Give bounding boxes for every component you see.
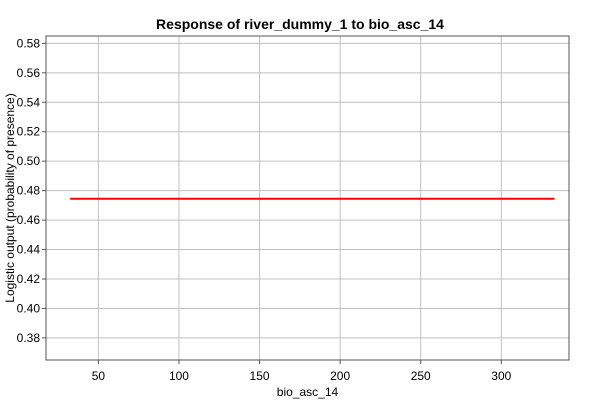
y-axis-label: Logistic output (probability of presence…	[3, 93, 17, 302]
y-tick-label: 0.40	[17, 301, 41, 315]
x-tick-label: 150	[250, 369, 270, 383]
y-tick-label: 0.48	[17, 184, 41, 198]
x-tick-label: 250	[411, 369, 431, 383]
y-tick-label: 0.54	[17, 95, 41, 109]
y-tick-label: 0.38	[17, 331, 41, 345]
y-tick-label: 0.46	[17, 213, 41, 227]
y-tick-label: 0.44	[17, 243, 41, 257]
y-tick-label: 0.58	[17, 36, 41, 50]
plot-frame	[45, 35, 570, 361]
y-tick-label: 0.50	[17, 154, 41, 168]
x-tick-label: 300	[491, 369, 511, 383]
x-tick-label: 50	[92, 369, 106, 383]
y-tick-label: 0.56	[17, 66, 41, 80]
x-axis-label: bio_asc_14	[277, 385, 339, 399]
x-tick-label: 200	[330, 369, 350, 383]
x-tick-label: 100	[169, 369, 189, 383]
y-axis-ticks: 0.38 0.40 0.42 0.44 0.46 0.48 0.50 0.52 0.54 0.56…	[17, 36, 46, 345]
chart-title: Response of river_dummy_1 to bio_asc_14	[156, 16, 444, 32]
grid-layer	[46, 36, 569, 360]
y-tick-label: 0.42	[17, 272, 41, 286]
x-axis-ticks: 50 100 150 200 250 300	[92, 360, 512, 383]
y-tick-label: 0.52	[17, 125, 41, 139]
